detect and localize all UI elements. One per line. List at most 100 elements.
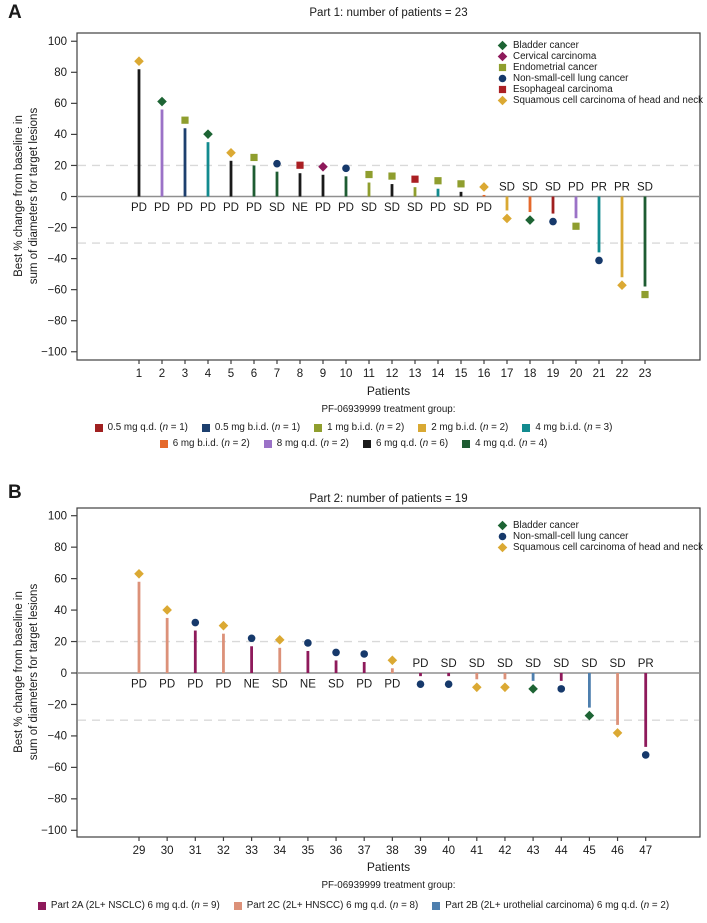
n-italic: n: [274, 422, 281, 433]
response-label: PD: [187, 679, 203, 691]
cancer-legend-label: Bladder cancer: [513, 40, 579, 51]
marker-cervical-patient-9: [318, 161, 328, 172]
x-tick-label: 39: [414, 845, 427, 857]
marker-scchn-patient-46: [612, 728, 623, 738]
response-label: SD: [272, 679, 288, 691]
treatment-legend-item: 1 mg b.i.d. (n = 2): [314, 422, 404, 433]
treatment-legend-title: PF-06939999 treatment group:: [321, 404, 456, 415]
n-italic: n: [392, 900, 399, 911]
x-axis-label: Patients: [366, 860, 411, 874]
x-tick-label: 5: [228, 368, 234, 380]
x-tick-label: 19: [547, 368, 560, 380]
treatment-legend-label: 4 mg q.d. (n = 4): [475, 438, 548, 449]
cancer-legend-label: Squamous cell carcinoma of head and neck: [513, 542, 704, 553]
response-label: PR: [591, 182, 607, 194]
response-label: SD: [453, 202, 469, 214]
x-tick-label: 16: [478, 368, 491, 380]
cancer-legend-item-cervical: Cervical carcinoma: [497, 51, 703, 62]
treatment-legend-item: 2 mg b.i.d. (n = 2): [418, 422, 508, 433]
x-tick-label: 4: [205, 368, 212, 380]
marker-nsclc-patient-19: [549, 217, 557, 226]
x-tick-label: 37: [358, 845, 371, 857]
treatment-legend-label: 6 mg q.d. (n = 6): [375, 438, 449, 449]
n-italic: n: [422, 438, 429, 449]
cancer-legend-item-endometrial: Endometrial cancer: [497, 62, 703, 73]
marker-bladder-patient-2: [157, 96, 167, 107]
response-label: PD: [356, 679, 372, 691]
marker-bladder-patient-18: [525, 215, 535, 225]
response-label: PD: [177, 202, 193, 214]
response-label: NE: [292, 202, 308, 214]
response-label: SD: [553, 658, 569, 670]
x-tick-label: 44: [555, 845, 568, 857]
x-tick-label: 31: [189, 845, 202, 857]
color-swatch-icon: [263, 439, 272, 448]
response-label: PD: [413, 658, 429, 670]
cancer-legend-item-nsclc: Non-small-cell lung cancer: [497, 73, 703, 84]
n-italic: n: [162, 422, 169, 433]
cancer-legend-label: Non-small-cell lung cancer: [513, 73, 629, 84]
diamond-marker-icon: [497, 520, 508, 531]
response-label: SD: [581, 658, 597, 670]
circle-marker-icon: [498, 532, 507, 541]
y-tick-label: −40: [47, 731, 67, 743]
y-tick-label: 40: [54, 605, 67, 617]
response-label: SD: [384, 202, 400, 214]
diamond-marker-icon: [497, 51, 508, 62]
treatment-legend-row: Part 2A (2L+ NSCLC) 6 mg q.d. (n = 9) Par…: [37, 900, 669, 911]
marker-scchn-patient-22: [617, 280, 627, 291]
marker-scchn-patient-41: [472, 682, 482, 693]
x-tick-label: 47: [639, 845, 652, 857]
x-tick-label: 36: [330, 845, 343, 857]
response-label: PD: [200, 202, 216, 214]
response-label: SD: [269, 202, 285, 214]
x-tick-label: 21: [593, 368, 606, 380]
marker-bladder-patient-4: [203, 129, 213, 139]
color-swatch-icon: [314, 423, 323, 432]
treatment-legend-label: 4 mg b.i.d. (n = 3): [535, 422, 613, 433]
marker-nsclc-patient-37: [360, 650, 369, 658]
treatment-legend-title: PF-06939999 treatment group:: [321, 880, 456, 891]
marker-nsclc-patient-7: [273, 159, 281, 168]
diamond-marker-icon: [497, 95, 508, 106]
marker-nsclc-patient-47: [641, 751, 650, 759]
diamond-marker-icon: [497, 542, 508, 553]
y-tick-label: 20: [54, 636, 67, 648]
y-tick-label: 0: [61, 668, 67, 680]
x-axis-label: Patients: [366, 384, 411, 398]
x-tick-label: 33: [245, 845, 258, 857]
panel-b-title: Part 2: number of patients = 19: [309, 493, 468, 505]
y-tick-label: −40: [47, 253, 67, 265]
color-swatch-icon: [159, 439, 168, 448]
marker-scchn-patient-30: [162, 605, 172, 615]
x-tick-label: 12: [386, 368, 399, 380]
color-swatch-icon: [462, 439, 471, 448]
color-swatch-icon: [94, 423, 103, 432]
response-label: PR: [638, 658, 654, 670]
circle-marker-icon: [498, 74, 507, 83]
marker-nsclc-patient-31: [191, 618, 200, 627]
x-tick-label: 34: [273, 845, 286, 857]
y-tick-label: 60: [54, 98, 67, 110]
cancer-legend-label: Endometrial cancer: [513, 62, 598, 73]
marker-nsclc-patient-10: [342, 164, 350, 173]
color-swatch-icon: [418, 423, 427, 432]
marker-esophageal-patient-13: [411, 175, 419, 183]
cancer-legend-label: Esophageal carcinoma: [513, 84, 613, 95]
waterfall-plot-part2: 100 80 60 40 20 0 −20 −40 −60 −80 −100 PD 29 PD 30 PD 31…: [41, 507, 701, 857]
y-tick-label: −100: [41, 825, 67, 837]
x-tick-label: 22: [616, 368, 629, 380]
response-label: PD: [568, 182, 584, 194]
x-tick-label: 42: [499, 845, 512, 857]
treatment-legend-label: 0.5 mg b.i.d. (n = 1): [214, 422, 301, 433]
y-tick-label: −80: [47, 316, 67, 328]
marker-endometrial-patient-11: [365, 170, 373, 179]
color-swatch-icon: [37, 901, 46, 910]
response-label: PD: [430, 202, 446, 214]
marker-endometrial-patient-23: [641, 290, 649, 299]
y-tick-label: −20: [47, 699, 67, 711]
treatment-legend-label: 8 mg q.d. (n = 2): [276, 438, 349, 449]
panel-a-title: Part 1: number of patients = 23: [309, 7, 468, 19]
response-label: SD: [361, 202, 377, 214]
cancer-legend-item-bladder: Bladder cancer: [497, 520, 703, 531]
